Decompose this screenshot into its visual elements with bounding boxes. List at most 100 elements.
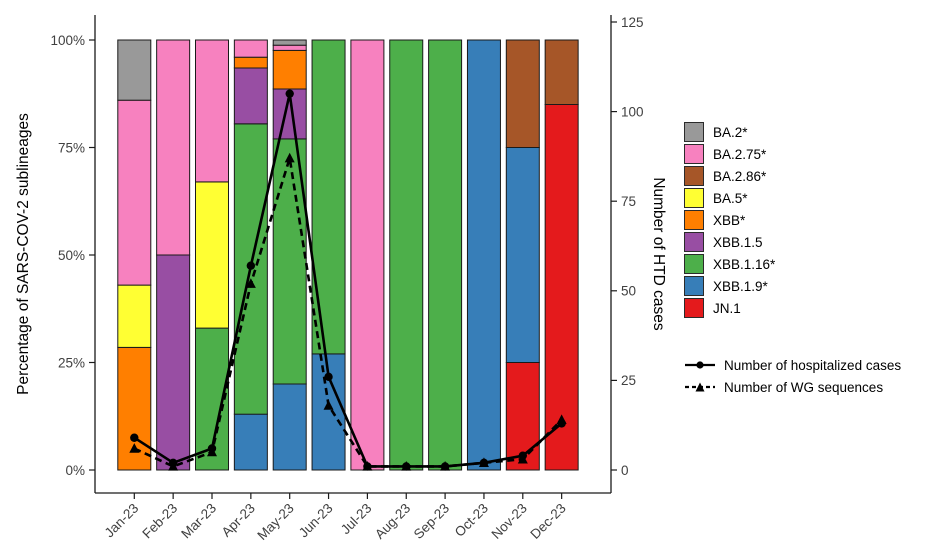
- bar-segment: [195, 39, 229, 183]
- legend-swatch: [684, 276, 704, 296]
- bar-segment: [233, 39, 268, 58]
- bar-segment: [311, 39, 346, 355]
- right-tick-label: 25: [621, 373, 636, 388]
- bar-segment: [117, 99, 152, 286]
- legend-item: BA.5*: [684, 188, 775, 208]
- legend-item: BA.2.75*: [684, 144, 775, 164]
- bar-segment: [505, 39, 540, 148]
- month-tick-label: Oct-23: [452, 501, 491, 540]
- fill-legend: BA.2* BA.2.75* BA.2.86* BA.5* XBB* XBB.1.5 XBB…: [684, 122, 775, 320]
- legend-label: XBB.1.5: [713, 234, 763, 250]
- bar-segment: [350, 39, 385, 471]
- dashed-line-triangle-glyph: [685, 382, 715, 392]
- legend-swatch: [684, 122, 704, 142]
- line-legend: Number of hospitalized cases Number of WG…: [684, 354, 901, 398]
- wg-sequences-line: [133, 156, 563, 468]
- bar-segment: [117, 284, 152, 348]
- legend-label: BA.2*: [713, 124, 748, 140]
- bar-segment: [466, 39, 501, 471]
- bar-segment: [233, 413, 268, 471]
- right-tick-label: 0: [621, 463, 629, 478]
- bar-segment: [233, 67, 268, 125]
- bar-segment: [156, 254, 191, 471]
- triangle-marker: [556, 414, 567, 425]
- month-tick-label: Jul-23: [338, 501, 375, 538]
- triangle-marker: [401, 461, 412, 471]
- triangle-marker: [362, 461, 373, 471]
- triangle-marker: [440, 461, 451, 471]
- legend-label: JN.1: [713, 300, 741, 316]
- month-tick-label: May-23: [254, 501, 296, 543]
- circle-marker: [285, 89, 294, 98]
- legend-swatch: [684, 210, 704, 230]
- triangle-marker: [517, 453, 528, 464]
- legend-swatch: [684, 166, 704, 186]
- legend-item: XBB.1.5: [684, 232, 775, 252]
- triangle-marker: [323, 400, 334, 410]
- line-legend-label: Number of hospitalized cases: [724, 357, 902, 373]
- legend-item: JN.1: [684, 298, 775, 318]
- month-tick-label: Dec-23: [527, 501, 568, 542]
- left-tick-label: 25%: [58, 355, 85, 370]
- month-tick-label: Mar-23: [178, 501, 219, 542]
- month-tick-label: Nov-23: [489, 501, 530, 542]
- legend-label: XBB.1.16*: [713, 256, 776, 272]
- bar-segment: [272, 88, 307, 140]
- bar-segment: [428, 39, 463, 471]
- triangle-marker: [245, 278, 256, 288]
- bar-segment: [272, 39, 307, 46]
- bar-segment: [117, 39, 152, 101]
- month-tick-label: Jun-23: [296, 501, 336, 541]
- legend-label: BA.2.86*: [713, 168, 767, 184]
- bar-segment: [505, 362, 540, 471]
- triangle-marker: [168, 461, 179, 471]
- bar-segment: [272, 44, 307, 51]
- left-tick-label: 100%: [50, 33, 85, 48]
- line-legend-label: Number of WG sequences: [724, 379, 884, 395]
- month-tick-label: Aug-23: [372, 501, 413, 542]
- bar-segment: [195, 181, 229, 329]
- solid-line-circle-glyph: [685, 361, 715, 369]
- triangle-marker: [207, 446, 217, 457]
- circle-marker: [130, 433, 139, 442]
- bar-segment: [272, 49, 307, 90]
- legend-item: XBB.1.9*: [684, 276, 775, 296]
- legend-label: BA.5*: [713, 190, 748, 206]
- legend-label: XBB.1.9*: [713, 278, 768, 294]
- bar-segment: [544, 104, 579, 471]
- month-tick-label: Jan-23: [102, 501, 142, 541]
- month-tick-label: Apr-23: [219, 501, 258, 540]
- line-legend-item: Number of WG sequences: [684, 376, 901, 398]
- bar-segment: [505, 147, 540, 363]
- left-axis-title: Percentage of SARS-COV-2 sublineages: [15, 113, 32, 395]
- bar-segment: [233, 56, 268, 69]
- circle-marker: [324, 372, 333, 382]
- left-tick-label: 0%: [65, 463, 85, 478]
- legend-label: XBB*: [713, 212, 746, 228]
- left-tick-label: 75%: [58, 140, 85, 155]
- legend-item: BA.2*: [684, 122, 775, 142]
- right-tick-label: 50: [621, 284, 636, 299]
- triangle-marker: [129, 443, 140, 453]
- legend-swatch: [684, 188, 704, 208]
- legend-item: XBB.1.16*: [684, 254, 775, 274]
- legend-swatch: [684, 298, 704, 318]
- right-tick-label: 125: [621, 15, 644, 30]
- right-tick-label: 100: [621, 104, 644, 119]
- legend-swatch: [684, 144, 704, 164]
- legend-item: BA.2.86*: [684, 166, 775, 186]
- right-axis-title: Number of HTD cases: [650, 177, 667, 331]
- legend-item: XBB*: [684, 210, 775, 230]
- month-tick-label: Feb-23: [139, 501, 180, 542]
- triangle-marker: [478, 457, 489, 468]
- bar-segment: [389, 39, 424, 471]
- triangle-marker: [284, 152, 295, 163]
- bar-segment: [272, 383, 307, 471]
- bar-segment: [544, 39, 579, 105]
- right-tick-label: 75: [621, 194, 636, 209]
- circle-marker: [246, 261, 256, 270]
- month-tick-label: Sep-23: [411, 501, 452, 542]
- bar-segment: [156, 39, 191, 256]
- legend-swatch: [684, 232, 704, 252]
